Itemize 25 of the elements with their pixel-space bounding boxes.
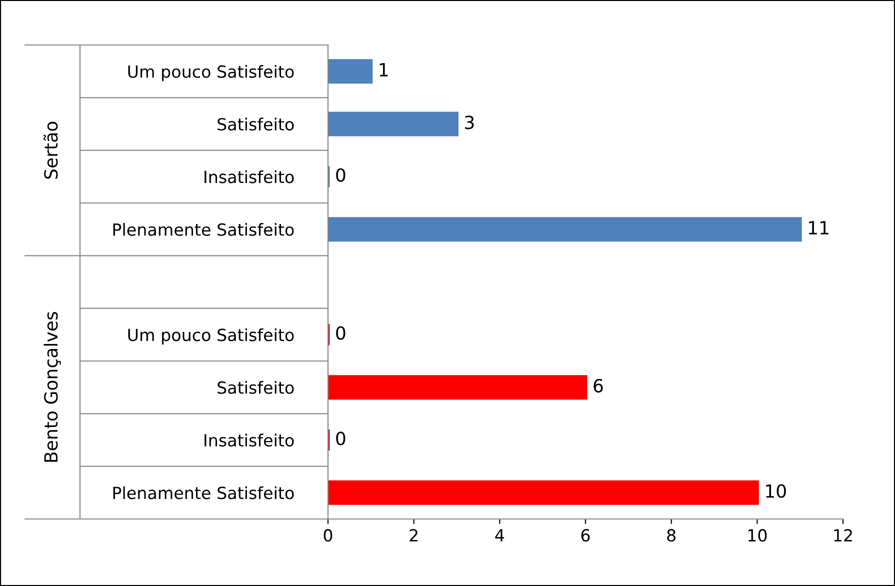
y-tick-label: Insatisfeito: [204, 170, 294, 184]
x-tick-label: 12: [834, 529, 852, 542]
x-tick-label: 0: [324, 529, 332, 542]
data-label: 11: [809, 221, 828, 234]
y-tick-label: Um pouco Satisfeito: [128, 65, 294, 82]
x-tick-label: 4: [495, 529, 504, 542]
text: Bento Gonçalves: [44, 312, 61, 462]
x-tick-label: 6: [581, 529, 590, 542]
data-label: 3: [465, 116, 474, 130]
x-tick-label: 10: [748, 529, 767, 542]
data-label: 1: [380, 63, 388, 76]
data-label: 0: [336, 432, 346, 446]
x-tick-label: 2: [410, 529, 418, 542]
y-tick-label: Insatisfeito: [204, 434, 294, 447]
y-tick-label: Um pouco Satisfeito: [128, 328, 294, 344]
y-tick-label: Satisfeito: [218, 381, 294, 394]
data-label: 10: [766, 484, 786, 498]
x-tick-label: 8: [667, 529, 676, 542]
y-tick-label: Plenamente Satisfeito: [113, 223, 294, 236]
data-label: 6: [594, 378, 603, 393]
y-tick-label: Satisfeito: [218, 118, 294, 131]
text: Sertão: [43, 122, 58, 179]
y-tick-label: Plenamente Satisfeito: [113, 486, 294, 500]
data-label: 0: [336, 326, 346, 340]
data-label: 0: [336, 168, 346, 182]
